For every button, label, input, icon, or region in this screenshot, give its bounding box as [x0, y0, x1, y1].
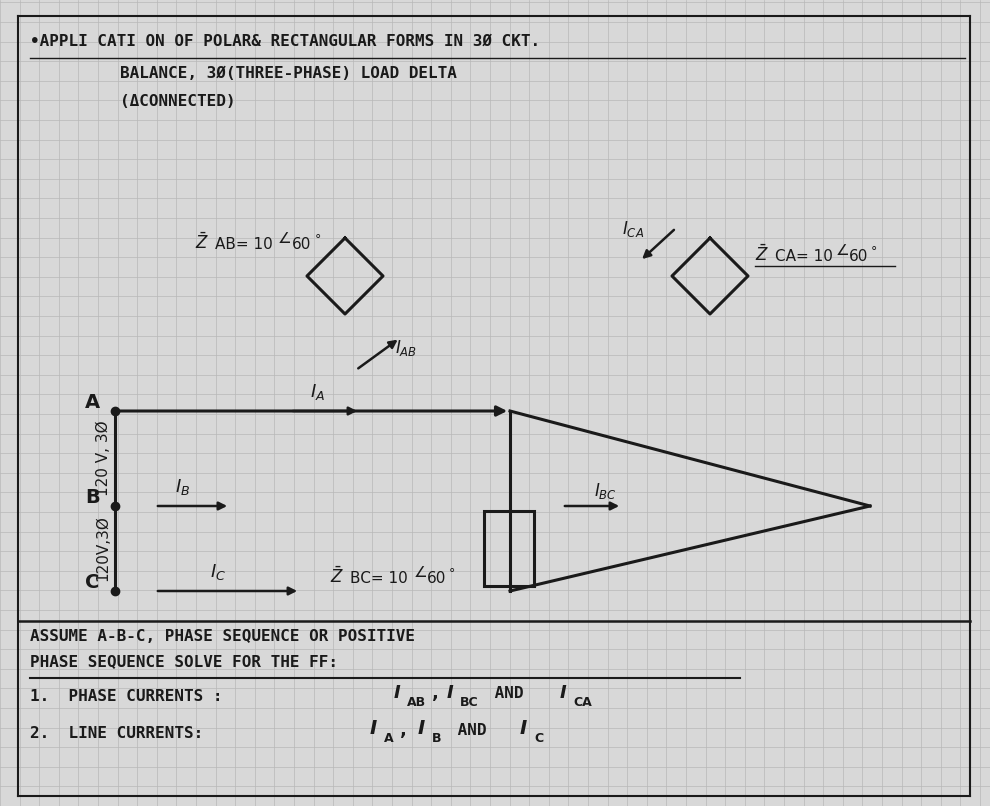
Text: CA: CA: [573, 696, 592, 709]
Text: BC: BC: [460, 696, 478, 709]
Text: $I_C$: $I_C$: [210, 562, 226, 582]
Text: 2.  LINE CURRENTS:: 2. LINE CURRENTS:: [30, 726, 213, 741]
Text: $I_{CA}$: $I_{CA}$: [622, 219, 644, 239]
Text: AB= 10: AB= 10: [215, 237, 273, 252]
Bar: [484, 511, 534, 586]
Text: A: A: [85, 393, 100, 412]
Text: AND: AND: [485, 686, 534, 701]
Text: °: °: [449, 567, 455, 580]
Text: •APPLI CATI ON OF POLAR& RECTANGULAR FORMS IN 3Ø CKT.: •APPLI CATI ON OF POLAR& RECTANGULAR FOR…: [30, 34, 541, 49]
Text: $I_{BC}$: $I_{BC}$: [594, 481, 617, 501]
Text: I: I: [394, 684, 401, 702]
Text: $\bar{Z}$: $\bar{Z}$: [195, 233, 209, 253]
Text: °: °: [315, 233, 322, 246]
Text: 60: 60: [849, 249, 868, 264]
Text: C: C: [534, 732, 544, 745]
Text: B: B: [432, 732, 442, 745]
Text: I: I: [370, 719, 377, 738]
Text: (ΔCONNECTED): (ΔCONNECTED): [120, 94, 236, 109]
Text: $I_B$: $I_B$: [175, 477, 190, 497]
Text: I: I: [520, 719, 528, 738]
Text: $I_{AB}$: $I_{AB}$: [395, 338, 417, 358]
Text: B: B: [85, 488, 100, 507]
Text: C: C: [85, 573, 99, 592]
Text: AND: AND: [448, 723, 496, 738]
Text: $\bar{Z}$: $\bar{Z}$: [755, 244, 769, 265]
Text: 120 V, 3Ø: 120 V, 3Ø: [95, 421, 111, 496]
Text: I: I: [560, 684, 566, 702]
Text: I: I: [447, 684, 453, 702]
Text: 60: 60: [292, 237, 312, 252]
Text: 1.  PHASE CURRENTS :: 1. PHASE CURRENTS :: [30, 689, 232, 704]
Text: $I_A$: $I_A$: [310, 382, 325, 402]
Text: A: A: [384, 732, 394, 745]
Text: ,: ,: [400, 721, 407, 739]
Text: I: I: [418, 719, 426, 738]
Text: AB: AB: [407, 696, 426, 709]
Text: BALANCE, 3Ø(THREE-PHASE) LOAD DELTA: BALANCE, 3Ø(THREE-PHASE) LOAD DELTA: [120, 66, 456, 81]
Text: BC= 10: BC= 10: [350, 571, 408, 586]
Text: ∠: ∠: [836, 243, 849, 258]
Text: CA= 10: CA= 10: [775, 249, 833, 264]
Text: ,: ,: [432, 684, 439, 702]
Text: ∠: ∠: [278, 231, 292, 246]
Text: °: °: [871, 245, 877, 258]
Text: PHASE SEQUENCE SOLVE FOR THE FF:: PHASE SEQUENCE SOLVE FOR THE FF:: [30, 654, 338, 669]
Text: 120V,3Ø: 120V,3Ø: [95, 516, 111, 581]
Text: ASSUME A-B-C, PHASE SEQUENCE OR POSITIVE: ASSUME A-B-C, PHASE SEQUENCE OR POSITIVE: [30, 629, 415, 644]
Text: ∠: ∠: [414, 565, 428, 580]
Text: $\bar{Z}$: $\bar{Z}$: [330, 567, 345, 587]
Text: 60: 60: [427, 571, 446, 586]
